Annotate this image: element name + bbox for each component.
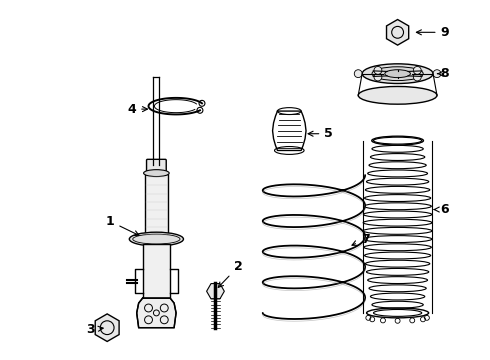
Ellipse shape: [362, 64, 433, 84]
Text: 4: 4: [127, 103, 147, 116]
Circle shape: [374, 73, 382, 81]
Text: 1: 1: [106, 215, 139, 235]
Ellipse shape: [385, 70, 411, 78]
Polygon shape: [137, 298, 176, 328]
Text: 7: 7: [352, 233, 369, 246]
FancyBboxPatch shape: [147, 159, 166, 175]
Circle shape: [414, 73, 421, 81]
Ellipse shape: [144, 170, 169, 176]
Ellipse shape: [358, 86, 437, 104]
Ellipse shape: [129, 232, 183, 246]
Text: 6: 6: [434, 203, 449, 216]
Circle shape: [354, 70, 362, 78]
Bar: [143, 244, 170, 298]
Circle shape: [433, 70, 441, 78]
Text: 5: 5: [308, 127, 333, 140]
Bar: [145, 174, 168, 238]
Circle shape: [414, 67, 421, 74]
Text: 8: 8: [438, 67, 449, 80]
Ellipse shape: [372, 67, 423, 81]
Text: 9: 9: [416, 26, 449, 39]
Circle shape: [374, 67, 382, 74]
Text: 2: 2: [218, 260, 243, 287]
Text: 3: 3: [86, 323, 103, 336]
